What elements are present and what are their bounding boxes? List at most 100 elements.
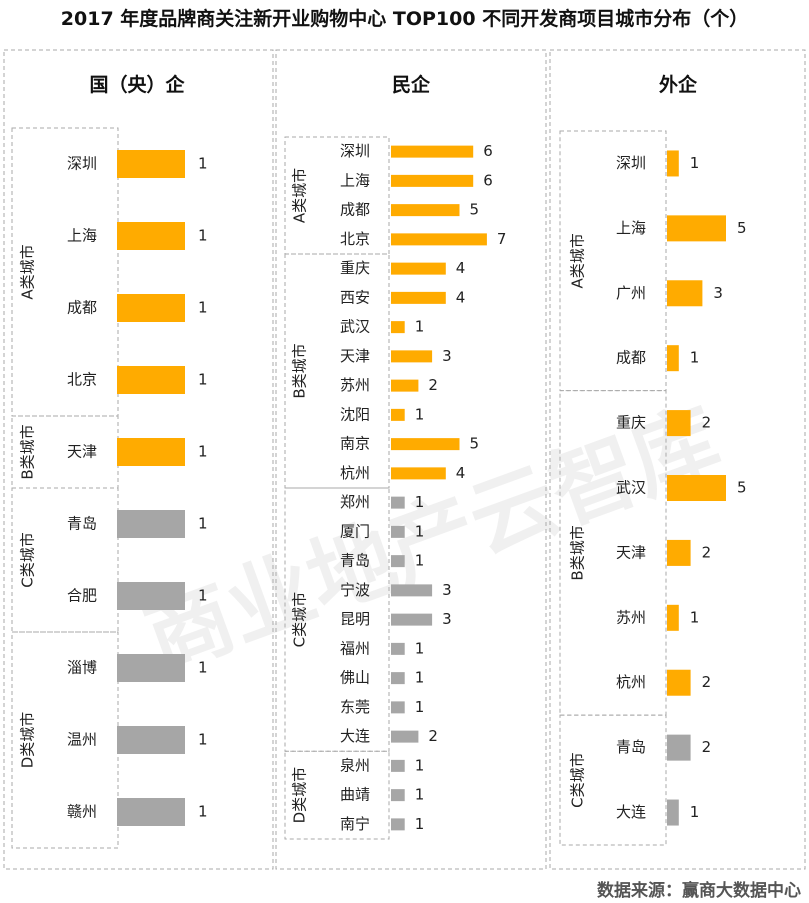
value-label: 2	[702, 673, 712, 691]
value-label: 1	[415, 698, 425, 716]
bar	[117, 654, 185, 682]
bar	[391, 467, 446, 480]
value-label: 2	[428, 727, 438, 745]
group-label: B类城市	[19, 424, 37, 479]
value-label: 1	[690, 608, 700, 626]
value-label: 1	[690, 154, 700, 172]
city-group: A类城市 深圳 1 上海 1 成都 1 北京 1	[11, 127, 208, 417]
bar	[391, 525, 405, 538]
city-label: 深圳	[67, 155, 97, 173]
value-label: 1	[198, 515, 208, 533]
value-label: 1	[198, 803, 208, 821]
bar	[667, 150, 679, 177]
city-label: 北京	[67, 371, 97, 389]
value-label: 1	[198, 299, 208, 317]
value-label: 2	[702, 543, 712, 561]
group-label: C类城市	[19, 532, 37, 587]
city-label: 深圳	[340, 142, 370, 160]
group-label: A类城市	[569, 233, 587, 288]
bar	[667, 799, 679, 826]
city-label: 北京	[340, 230, 370, 248]
city-label: 福州	[340, 639, 370, 657]
city-label: 温州	[67, 731, 97, 749]
value-label: 1	[198, 371, 208, 389]
bar	[391, 701, 405, 714]
city-group: B类城市 重庆 4 西安 4 武汉 1 天津 3 苏州 2 沈阳 1 南京 5 杭州 4	[284, 253, 480, 489]
city-label: 大连	[340, 727, 370, 745]
city-label: 上海	[616, 219, 646, 237]
bar	[667, 215, 726, 242]
bar	[667, 669, 691, 696]
bar	[391, 438, 460, 451]
value-label: 1	[415, 815, 425, 833]
city-label: 上海	[67, 227, 97, 245]
bar	[391, 555, 405, 568]
group-label: C类城市	[569, 752, 587, 807]
bar	[667, 475, 726, 501]
bar	[391, 408, 405, 421]
group-frame	[284, 487, 390, 752]
panel-border	[3, 49, 274, 870]
city-group: B类城市 重庆 2 武汉 5 天津 2 苏州 1 杭州 2	[559, 390, 747, 716]
city-label: 广州	[616, 284, 646, 302]
city-label: 杭州	[616, 673, 646, 691]
bar	[391, 642, 405, 655]
city-label: 泉州	[340, 756, 370, 774]
value-label: 1	[415, 522, 425, 540]
city-label: 西安	[340, 288, 370, 306]
group-frame	[284, 750, 390, 840]
city-group: C类城市 青岛 2 大连 1	[559, 714, 711, 846]
value-label: 1	[415, 405, 425, 423]
value-label: 1	[690, 803, 700, 821]
city-label: 大连	[616, 803, 646, 821]
group-label: C类城市	[291, 592, 309, 647]
value-label: 1	[415, 493, 425, 511]
value-label: 1	[415, 552, 425, 570]
city-label: 郑州	[340, 493, 370, 511]
value-label: 1	[415, 318, 425, 336]
value-label: 5	[470, 435, 480, 453]
panel-title: 民企	[392, 73, 431, 96]
city-label: 上海	[340, 171, 370, 189]
panel-title: 外企	[659, 73, 698, 96]
city-label: 武汉	[340, 318, 370, 336]
value-label: 3	[442, 610, 452, 628]
group-frame	[559, 130, 667, 392]
city-group: A类城市 深圳 1 上海 5 广州 3 成都 1	[559, 130, 747, 392]
value-label: 1	[198, 227, 208, 245]
city-label: 淄博	[67, 659, 97, 677]
bar	[117, 438, 185, 466]
bar	[391, 730, 419, 743]
panel-border	[549, 49, 806, 870]
value-label: 2	[702, 414, 712, 432]
bar	[117, 150, 185, 178]
bar	[117, 798, 185, 826]
city-label: 南宁	[340, 815, 370, 833]
value-label: 3	[442, 347, 452, 365]
city-label: 成都	[340, 201, 370, 219]
city-label: 宁波	[340, 581, 370, 599]
city-group: D类城市 泉州 1 曲靖 1 南宁 1	[284, 750, 425, 840]
bar	[391, 789, 405, 802]
bar	[391, 204, 460, 217]
city-label: 沈阳	[340, 405, 370, 423]
city-label: 厦门	[340, 522, 370, 540]
bar	[391, 759, 405, 772]
city-label: 苏州	[616, 608, 646, 626]
group-label: B类城市	[569, 525, 587, 580]
bar	[667, 734, 691, 761]
city-group: C类城市 郑州 1 厦门 1 青岛 1 宁波 3 昆明 3 福州 1 佛山 1 东莞 1 大连 2	[284, 487, 452, 752]
city-label: 成都	[616, 349, 646, 367]
bar	[391, 672, 405, 685]
group-label: A类城市	[291, 168, 309, 223]
value-label: 1	[198, 155, 208, 173]
city-label: 青岛	[67, 515, 97, 533]
value-label: 1	[198, 443, 208, 461]
data-source: 数据来源：赢商大数据中心	[597, 881, 801, 901]
city-group: C类城市 青岛 1 合肥 1	[11, 487, 208, 633]
bar	[391, 174, 474, 187]
bar	[117, 366, 185, 394]
bar	[391, 262, 446, 275]
city-label: 杭州	[340, 464, 370, 482]
